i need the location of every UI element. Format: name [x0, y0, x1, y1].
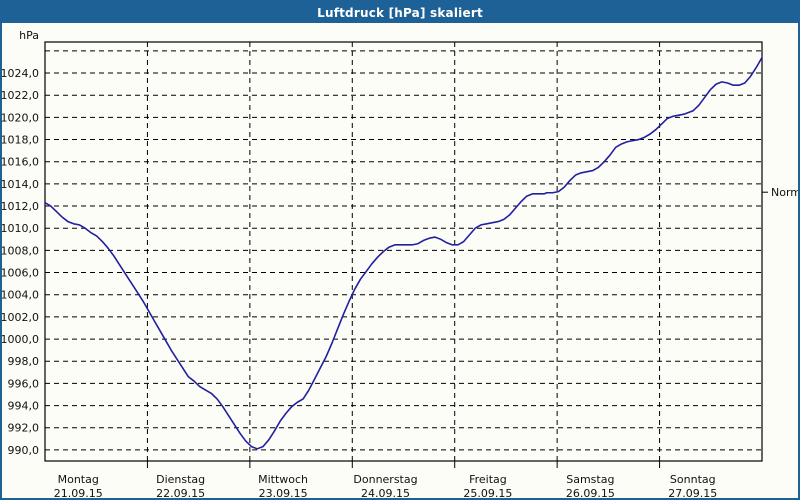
y-axis-tick-label: 1000,0 [2, 333, 39, 346]
y-axis-tick-label: 1012,0 [2, 200, 39, 213]
y-axis-tick-label: 1002,0 [2, 311, 39, 324]
pressure-line-chart: 1024,0 1022,0 1020,0 1018,0 1016,0 1014,0 1012… [2, 29, 798, 498]
x-axis-day-date: 26.09.15 [566, 487, 615, 498]
y-axis-tick-label: 1010,0 [2, 222, 39, 235]
x-axis-day-date: 25.09.15 [463, 487, 512, 498]
normal-reference-marker: Normal [762, 186, 798, 199]
pressure-line [546, 56, 763, 194]
x-axis-day-name: Montag [58, 473, 99, 486]
x-axis-day-date: 21.09.15 [54, 487, 103, 498]
x-axis-day-date: 22.09.15 [156, 487, 205, 498]
y-axis-tick-label: 990,0 [8, 444, 40, 457]
y-axis-tick-label: 1016,0 [2, 156, 39, 169]
y-axis-tick-label: 1006,0 [2, 267, 39, 280]
x-axis-day-date: 24.09.15 [361, 487, 410, 498]
x-axis-day-date: 27.09.15 [668, 487, 717, 498]
pressure-series [44, 56, 763, 450]
y-axis-tick-label: 992,0 [8, 422, 40, 435]
x-axis-day-name: Freitag [469, 473, 507, 486]
grid-lines [45, 50, 762, 451]
chart-plot-area: 1024,0 1022,0 1020,0 1018,0 1016,0 1014,0 1012… [2, 23, 798, 498]
day-divider-lines [146, 42, 661, 468]
x-axis-day-date: 23.09.15 [259, 487, 308, 498]
y-axis-tick-label: 1004,0 [2, 289, 39, 302]
window-title: Luftdruck [hPa] skaliert [317, 5, 483, 20]
x-axis-day-name: Dienstag [156, 473, 205, 486]
y-axis-tick-labels: 1024,0 1022,0 1020,0 1018,0 1016,0 1014,0 1012… [2, 67, 39, 457]
y-axis-tick-label: 996,0 [8, 377, 40, 390]
y-axis-tick-label: 994,0 [8, 400, 40, 413]
y-axis-tick-label: 1022,0 [2, 89, 39, 102]
x-axis-day-name: Mittwoch [258, 473, 308, 486]
y-axis-unit-label: hPa [19, 29, 39, 42]
plot-frame [44, 41, 763, 462]
y-axis-tick-label: 1020,0 [2, 111, 39, 124]
x-axis-day-name: Donnerstag [353, 473, 417, 486]
normal-reference-label: Normal [771, 186, 798, 199]
x-axis-day-name: Samstag [566, 473, 614, 486]
window-title-bar: Luftdruck [hPa] skaliert [2, 2, 798, 23]
pressure-line [44, 191, 548, 450]
y-axis-tick-label: 1008,0 [2, 244, 39, 257]
x-axis-day-name: Sonntag [670, 473, 716, 486]
y-axis-tick-label: 1014,0 [2, 178, 39, 191]
y-axis-tick-label: 1024,0 [2, 67, 39, 80]
y-axis-tick-label: 1018,0 [2, 134, 39, 147]
y-axis-tick-label: 998,0 [8, 355, 40, 368]
